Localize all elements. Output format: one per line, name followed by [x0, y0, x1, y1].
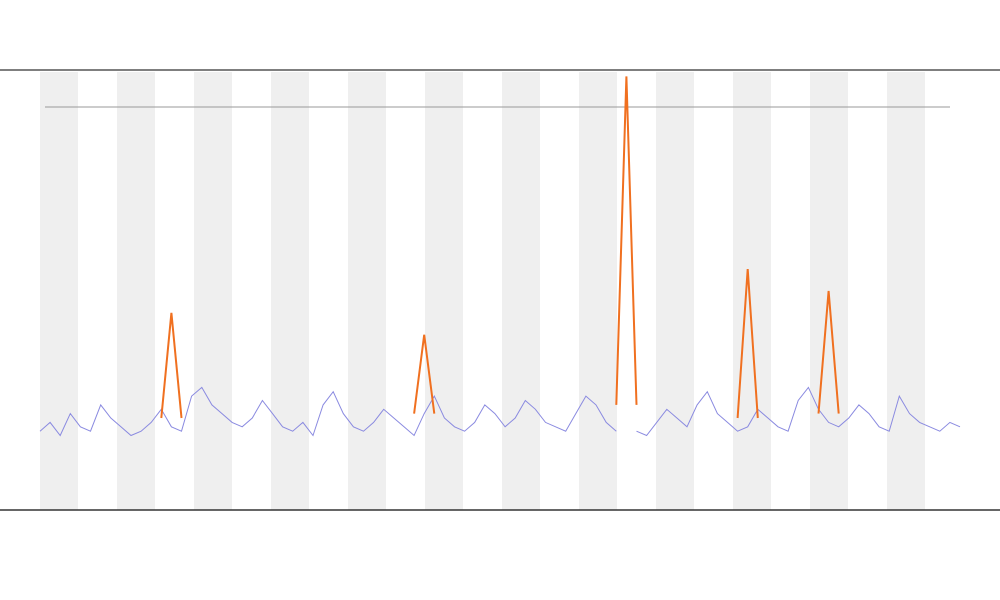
- data-line: [39, 386, 961, 437]
- band: [348, 72, 386, 510]
- band: [579, 72, 617, 510]
- band: [733, 72, 771, 510]
- band: [117, 72, 155, 510]
- background-bands: [40, 72, 925, 510]
- band: [194, 72, 232, 510]
- band: [40, 72, 78, 510]
- band: [656, 72, 694, 510]
- band: [425, 72, 463, 510]
- plot-area: [39, 76, 961, 437]
- band: [271, 72, 309, 510]
- band: [502, 72, 540, 510]
- band: [887, 72, 925, 510]
- data-line: [160, 76, 840, 419]
